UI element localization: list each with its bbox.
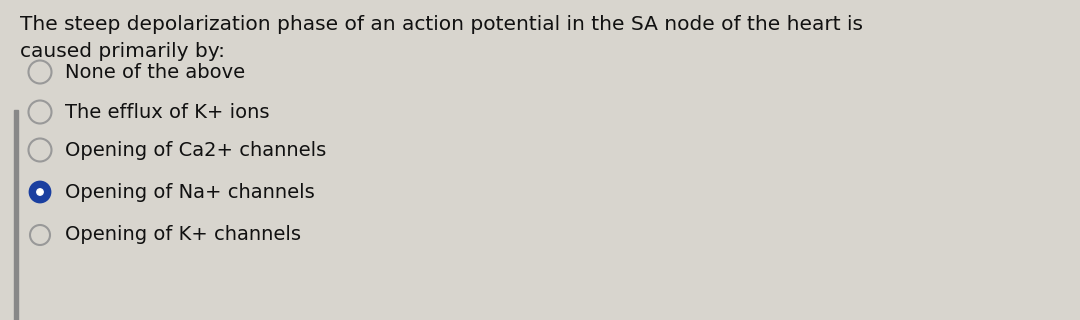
- Text: Opening of Na+ channels: Opening of Na+ channels: [65, 182, 314, 202]
- Text: caused primarily by:: caused primarily by:: [21, 42, 225, 61]
- Circle shape: [30, 225, 50, 245]
- Text: None of the above: None of the above: [65, 62, 245, 82]
- Text: The efflux of K+ ions: The efflux of K+ ions: [65, 102, 270, 122]
- Bar: [14, 110, 18, 320]
- Circle shape: [28, 139, 52, 162]
- Text: Opening of Ca2+ channels: Opening of Ca2+ channels: [65, 140, 326, 159]
- Circle shape: [37, 189, 43, 195]
- Text: The steep depolarization phase of an action potential in the SA node of the hear: The steep depolarization phase of an act…: [21, 15, 863, 34]
- Circle shape: [28, 100, 52, 124]
- Circle shape: [28, 60, 52, 84]
- Text: Opening of K+ channels: Opening of K+ channels: [65, 226, 301, 244]
- Circle shape: [30, 182, 50, 202]
